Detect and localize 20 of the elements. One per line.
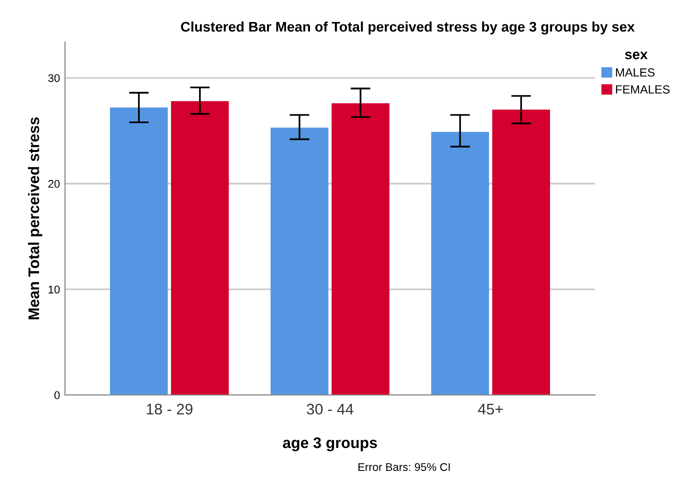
y-tick-label: 30 [48, 74, 60, 82]
legend-label: MALES [616, 68, 655, 77]
bar [110, 108, 168, 395]
bar [171, 101, 229, 395]
x-tick-label: 30 - 44 [306, 404, 354, 415]
y-axis-title: Mean Total perceived stress [28, 117, 42, 320]
bar [332, 103, 390, 395]
y-tick-label: 20 [48, 180, 60, 188]
chart-title: Clustered Bar Mean of Total perceived stress by age 3 groups by sex [180, 21, 635, 35]
bar [270, 128, 328, 395]
y-tick-label: 10 [48, 286, 60, 294]
bar [492, 110, 550, 395]
text: Error Bars: 95% CI [358, 463, 450, 471]
y-tick-label: 0 [54, 391, 60, 400]
legend-label: FEMALES [616, 85, 670, 94]
x-tick-label: 18 - 29 [146, 404, 192, 415]
bar [431, 132, 489, 395]
legend-title: sex [625, 52, 648, 60]
x-axis-title: age 3 groups [282, 437, 377, 452]
x-tick-label: 45+ [478, 404, 503, 415]
